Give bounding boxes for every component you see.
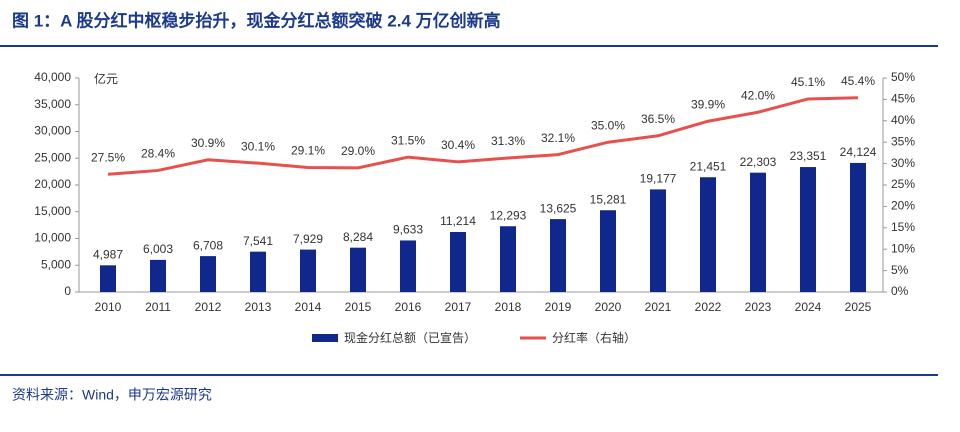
- x-tick-label: 2013: [245, 300, 272, 314]
- x-tick-label: 2016: [395, 300, 422, 314]
- x-tick-label: 2015: [345, 300, 372, 314]
- y2-tick-label: 25%: [891, 177, 915, 191]
- bar: [300, 249, 316, 292]
- bar-value-label: 12,293: [490, 208, 527, 222]
- y-tick-label: 40,000: [34, 70, 71, 84]
- line-value-label: 35.0%: [591, 118, 625, 132]
- bar-value-label: 22,303: [740, 155, 777, 169]
- line-value-label: 28.4%: [141, 147, 175, 161]
- x-tick-label: 2011: [145, 300, 171, 314]
- bar-value-label: 8,284: [343, 230, 373, 244]
- x-tick-label: 2014: [295, 300, 322, 314]
- bar: [200, 256, 216, 292]
- x-tick-label: 2019: [545, 300, 572, 314]
- bar-value-label: 24,124: [840, 145, 877, 159]
- y-tick-label: 0: [64, 284, 71, 298]
- bar: [350, 247, 366, 292]
- bar-value-label: 23,351: [790, 149, 827, 163]
- line-value-label: 29.1%: [291, 144, 325, 158]
- x-tick-label: 2024: [795, 300, 822, 314]
- x-tick-label: 2022: [695, 300, 722, 314]
- line-value-label: 39.9%: [691, 97, 725, 111]
- line-value-label: 30.9%: [191, 136, 225, 150]
- y2-tick-label: 30%: [891, 156, 915, 170]
- line-value-label: 45.4%: [841, 74, 875, 88]
- line-value-label: 31.3%: [491, 134, 525, 148]
- line-value-label: 32.1%: [541, 131, 575, 145]
- line-value-label: 31.5%: [391, 133, 425, 147]
- x-tick-label: 2020: [595, 300, 622, 314]
- bar: [400, 240, 416, 292]
- bar: [750, 172, 766, 292]
- x-tick-label: 2010: [95, 300, 122, 314]
- y2-tick-label: 45%: [891, 92, 915, 106]
- y2-tick-label: 20%: [891, 199, 915, 213]
- y2-tick-label: 35%: [891, 134, 915, 148]
- bar: [250, 251, 266, 292]
- y-tick-label: 30,000: [34, 124, 71, 138]
- bar: [450, 232, 466, 292]
- y-tick-label: 10,000: [34, 231, 71, 245]
- y2-tick-label: 40%: [891, 113, 915, 127]
- line-value-label: 45.1%: [791, 75, 825, 89]
- bar: [550, 219, 566, 292]
- bar-value-label: 19,177: [640, 172, 677, 186]
- line-value-label: 30.1%: [241, 139, 275, 153]
- bar: [650, 189, 666, 292]
- y-tick-label: 35,000: [34, 97, 71, 111]
- x-tick-label: 2023: [745, 300, 772, 314]
- line: [107, 96, 859, 176]
- bar: [800, 167, 816, 292]
- bar-value-label: 4,987: [93, 247, 123, 261]
- x-tick-label: 2018: [495, 300, 522, 314]
- y2-tick-label: 50%: [891, 70, 915, 84]
- y-tick-label: 20,000: [34, 177, 71, 191]
- x-tick-label: 2017: [445, 300, 472, 314]
- bar-value-label: 6,003: [143, 242, 173, 256]
- bar: [100, 265, 116, 292]
- bar-value-label: 15,281: [590, 192, 627, 206]
- y2-tick-label: 0%: [891, 284, 909, 298]
- line-value-label: 27.5%: [91, 150, 125, 164]
- y2-tick-label: 10%: [891, 241, 915, 255]
- legend-label: 现金分红总额（已宣告）: [344, 330, 476, 345]
- x-tick-label: 2021: [645, 300, 672, 314]
- bar: [600, 210, 616, 292]
- line-value-label: 36.5%: [641, 112, 675, 126]
- y-tick-label: 15,000: [34, 204, 71, 218]
- bar-value-label: 9,633: [393, 223, 423, 237]
- line-value-label: 29.0%: [341, 144, 375, 158]
- bar-value-label: 11,214: [440, 214, 476, 228]
- line-value-label: 30.4%: [441, 138, 475, 152]
- legend-label: 分红率（右轴）: [552, 330, 636, 345]
- line-value-label: 42.0%: [741, 88, 775, 102]
- bar-value-label: 7,541: [243, 234, 273, 248]
- y-tick-label: 5,000: [41, 257, 71, 271]
- bar-value-label: 7,929: [293, 232, 323, 246]
- y-axis-label: 亿元: [94, 71, 118, 86]
- source-note: 资料来源：Wind，申万宏源研究: [12, 387, 212, 403]
- bar-value-label: 21,451: [690, 159, 727, 173]
- legend-swatch: [312, 334, 338, 342]
- bar: [850, 162, 866, 292]
- chart-title: 图 1：A 股分红中枢稳步抬升，现金分红总额突破 2.4 万亿创新高: [12, 10, 501, 30]
- y-tick-label: 25,000: [34, 150, 71, 164]
- bar-value-label: 6,708: [193, 238, 223, 252]
- bar: [150, 259, 166, 292]
- bar: [700, 177, 716, 292]
- y2-tick-label: 5%: [891, 263, 909, 277]
- bar-value-label: 13,625: [540, 201, 577, 215]
- y2-tick-label: 15%: [891, 220, 915, 234]
- x-tick-label: 2012: [195, 300, 222, 314]
- x-tick-label: 2025: [845, 300, 872, 314]
- bar: [500, 226, 516, 292]
